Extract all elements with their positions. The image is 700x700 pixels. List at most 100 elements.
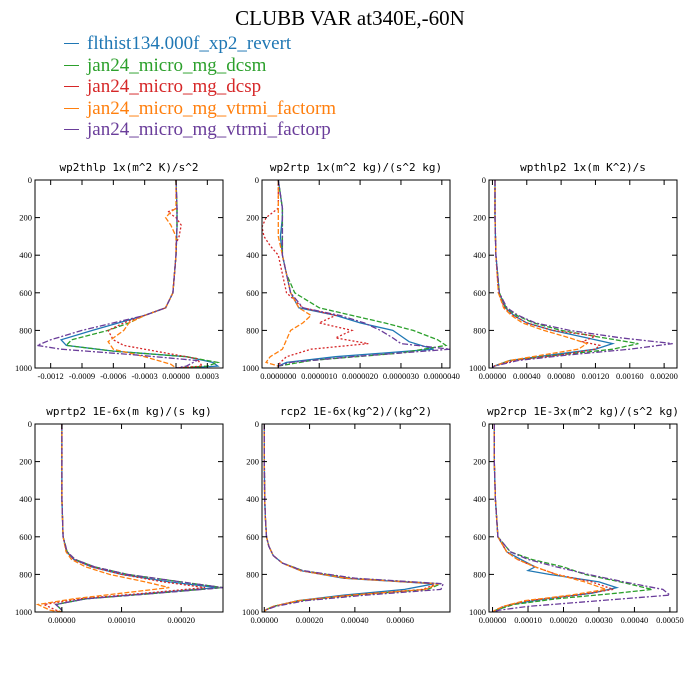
series-line	[491, 180, 673, 368]
y-tick-label: 0	[482, 175, 486, 185]
panel-title: wpthlp2 1x(m K^2)/s	[520, 161, 646, 174]
plot-frame	[261, 423, 451, 613]
y-tick-label: 200	[246, 213, 259, 223]
series-line	[265, 180, 313, 368]
series-line	[491, 180, 616, 368]
legend-label: jan24_micro_mg_vtrmi_factorm	[87, 97, 337, 119]
legend-item: jan24_micro_mg_dcsp	[64, 76, 336, 98]
x-tick-label: 0.00060	[386, 615, 414, 625]
chart-panel: wp2rtp 1x(m^2 kg)/(s^2 kg) 0 200 400 600 800 1…	[242, 161, 460, 381]
y-tick-label: 200	[19, 213, 32, 223]
x-tick-label: 0.00020	[296, 615, 324, 625]
legend-label: jan24_micro_mg_vtrmi_factorp	[87, 119, 331, 140]
y-tick-label: 400	[246, 494, 259, 504]
y-tick-label: 400	[473, 494, 486, 504]
series-line	[491, 180, 602, 368]
series-line	[64, 180, 221, 368]
legend: flthist134.000f_xp2_revert jan24_micro_m…	[64, 33, 336, 141]
y-tick-label: 0	[255, 419, 259, 429]
x-tick-label: 0.00030	[585, 615, 613, 625]
plot-frame	[34, 423, 224, 613]
chart-panel: rcp2 1E-6x(kg^2)/(kg^2) 0 200 400 600 800 1000…	[242, 405, 451, 625]
series-line	[107, 180, 177, 368]
x-tick-label: 0.00000	[250, 615, 278, 625]
y-tick-label: 0	[482, 419, 486, 429]
x-tick-label: -0.0006	[100, 371, 126, 381]
y-tick-label: 1000	[15, 363, 32, 373]
chart-panel: wprtp2 1E-6x(m kg)/(s kg) 0 200 400 600 800 10…	[15, 405, 224, 625]
legend-swatch	[64, 64, 79, 66]
series-line	[492, 424, 672, 612]
series-line	[59, 180, 220, 368]
page-title: CLUBB VAR at340E,-60N	[235, 6, 465, 30]
panel-title: wprtp2 1E-6x(m kg)/(s kg)	[46, 405, 212, 418]
series-line	[277, 180, 434, 368]
series-line	[54, 424, 223, 612]
x-tick-label: 0.00040	[341, 615, 369, 625]
y-tick-label: 1000	[242, 607, 259, 617]
y-tick-label: 600	[473, 288, 486, 298]
y-tick-label: 1000	[469, 607, 486, 617]
legend-swatch	[64, 129, 79, 131]
y-tick-label: 400	[19, 494, 32, 504]
y-tick-label: 600	[19, 288, 32, 298]
y-tick-label: 1000	[15, 607, 32, 617]
x-tick-label: 0.00040	[621, 615, 649, 625]
x-tick-label: 0.00000	[479, 371, 507, 381]
x-tick-label: 0.00200	[650, 371, 678, 381]
y-tick-label: 0	[28, 419, 32, 429]
series-line	[492, 424, 607, 612]
y-tick-label: 800	[473, 569, 486, 579]
panel-title: wp2rtp 1x(m^2 kg)/(s^2 kg)	[270, 161, 442, 174]
x-tick-label: -0.0003	[132, 371, 158, 381]
y-tick-label: 400	[246, 250, 259, 260]
legend-label: jan24_micro_mg_dcsp	[87, 76, 262, 97]
x-tick-label: 0.0000040	[424, 371, 460, 381]
y-tick-label: 400	[473, 250, 486, 260]
series-line	[263, 424, 435, 612]
plot-frame	[488, 423, 678, 613]
y-tick-label: 1000	[242, 363, 259, 373]
series-line	[262, 180, 369, 368]
series-line	[277, 180, 450, 368]
x-tick-label: 0.0000010	[301, 371, 337, 381]
x-tick-label: 0.00160	[616, 371, 644, 381]
panel-title: wp2rcp 1E-3x(m^2 kg)/(s^2 kg)	[487, 405, 679, 418]
y-tick-label: 600	[246, 288, 259, 298]
series-line	[41, 424, 206, 612]
x-tick-label: 0.0000030	[383, 371, 419, 381]
x-tick-label: 0.0000020	[342, 371, 378, 381]
legend-item: jan24_micro_mg_vtrmi_factorp	[64, 119, 336, 141]
chart-panel: wpthlp2 1x(m K^2)/s020040060080010000.00…	[469, 161, 678, 381]
x-tick-label: 0.00020	[167, 615, 195, 625]
legend-swatch	[64, 86, 79, 88]
y-tick-label: 800	[19, 569, 32, 579]
legend-swatch	[64, 43, 79, 45]
series-line	[492, 424, 620, 612]
y-tick-label: 0	[28, 175, 32, 185]
x-tick-label: -0.0009	[69, 371, 95, 381]
legend-item: flthist134.000f_xp2_revert	[64, 33, 336, 55]
y-tick-label: 600	[246, 532, 259, 542]
x-tick-label: 0.00050	[656, 615, 684, 625]
y-tick-label: 200	[473, 213, 486, 223]
series-line	[263, 424, 442, 612]
legend-label: flthist134.000f_xp2_revert	[87, 33, 292, 54]
series-line	[107, 180, 204, 368]
x-tick-label: 0.00040	[513, 371, 541, 381]
x-tick-label: 0.00000	[479, 615, 507, 625]
series-line	[35, 424, 170, 612]
x-tick-label: 0.00020	[550, 615, 578, 625]
x-tick-label: 0.00010	[514, 615, 542, 625]
series-line	[491, 180, 639, 368]
plot-frame	[34, 179, 224, 369]
series-line	[263, 424, 445, 612]
x-tick-label: -0.0012	[38, 371, 64, 381]
x-tick-label: 0.00120	[582, 371, 610, 381]
legend-swatch	[64, 107, 79, 109]
y-tick-label: 0	[255, 175, 259, 185]
y-tick-label: 200	[246, 457, 259, 467]
x-tick-label: 0.0000000	[260, 371, 296, 381]
plot-frame	[261, 179, 451, 369]
